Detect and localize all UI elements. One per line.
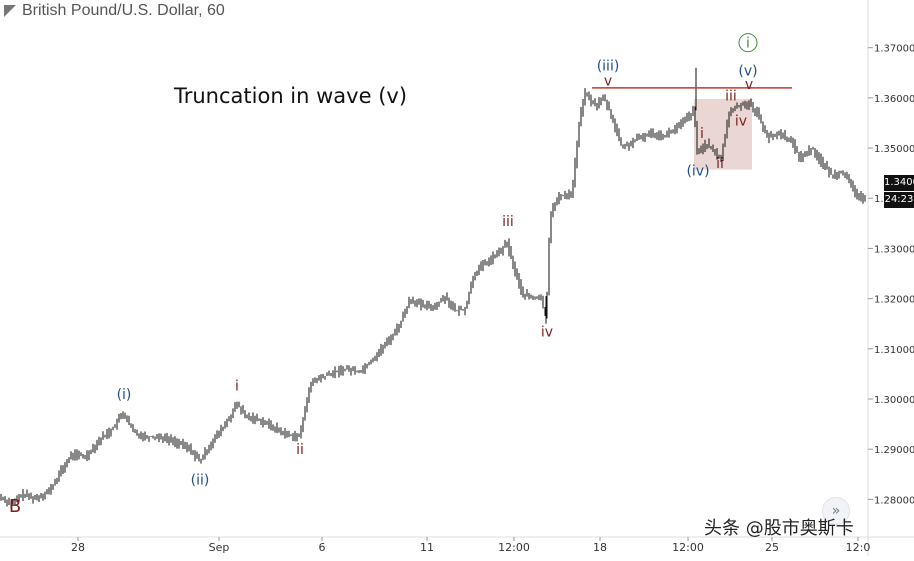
y-tick-label: 1.30000 [874, 395, 914, 406]
x-tick-label: 12:00 [498, 541, 530, 554]
y-tick-label: 1.33000 [874, 244, 914, 255]
wave-label: iv [735, 113, 747, 129]
chart-annotation-title: Truncation in wave (v) [174, 84, 408, 108]
y-tick-label: 1.36000 [874, 94, 914, 105]
x-tick-label: 25 [765, 541, 779, 554]
wave-label: (iv) [686, 164, 709, 180]
wave-label: v [604, 73, 612, 89]
y-tick-label: 1.28000 [874, 495, 914, 506]
y-tick-label: 1.29000 [874, 445, 914, 456]
wave-label: ii [296, 442, 304, 458]
countdown-tag: 24:23 [884, 192, 914, 208]
wave-label: iv [541, 324, 553, 340]
last-price-tag: 1.34002 [884, 175, 914, 191]
x-tick-label: 12:00 [672, 541, 704, 554]
symbol-label: British Pound/U.S. Dollar, 60 [22, 2, 225, 19]
watermark: 头条 @股市奥斯卡 [704, 518, 854, 539]
x-tick-label: 18 [593, 541, 607, 554]
wave-label: (ii) [191, 472, 210, 488]
y-tick-label: 1.31000 [874, 345, 914, 356]
scroll-to-realtime-button[interactable]: » [822, 497, 850, 525]
wave-label-circle [738, 33, 758, 53]
wave-label: (iii) [597, 58, 620, 74]
wave-label: (i) [117, 387, 132, 403]
y-tick-label: 1.35000 [874, 144, 914, 155]
y-tick-label: 1.32000 [874, 295, 914, 306]
wave-label: v [745, 77, 753, 93]
wave-label: ii [716, 156, 724, 172]
wave-label: i [746, 36, 750, 52]
symbol-header[interactable]: British Pound/U.S. Dollar, 60 [4, 2, 225, 20]
x-tick-label: Sep [209, 541, 230, 554]
wave-label: iii [725, 88, 737, 104]
y-tick-label: 1.37000 [874, 44, 914, 55]
wave-label: i [700, 126, 704, 142]
symbol-flag-icon [4, 5, 16, 17]
x-tick-label: 28 [71, 541, 85, 554]
wave-label: B [9, 496, 21, 517]
wave-label: i [235, 378, 239, 394]
wave-label: (v) [738, 63, 757, 79]
x-tick-label: 6 [319, 541, 326, 554]
x-tick-label: 11 [420, 541, 434, 554]
wave-label: iii [502, 214, 514, 230]
x-tick-label: 12:0 [846, 541, 871, 554]
